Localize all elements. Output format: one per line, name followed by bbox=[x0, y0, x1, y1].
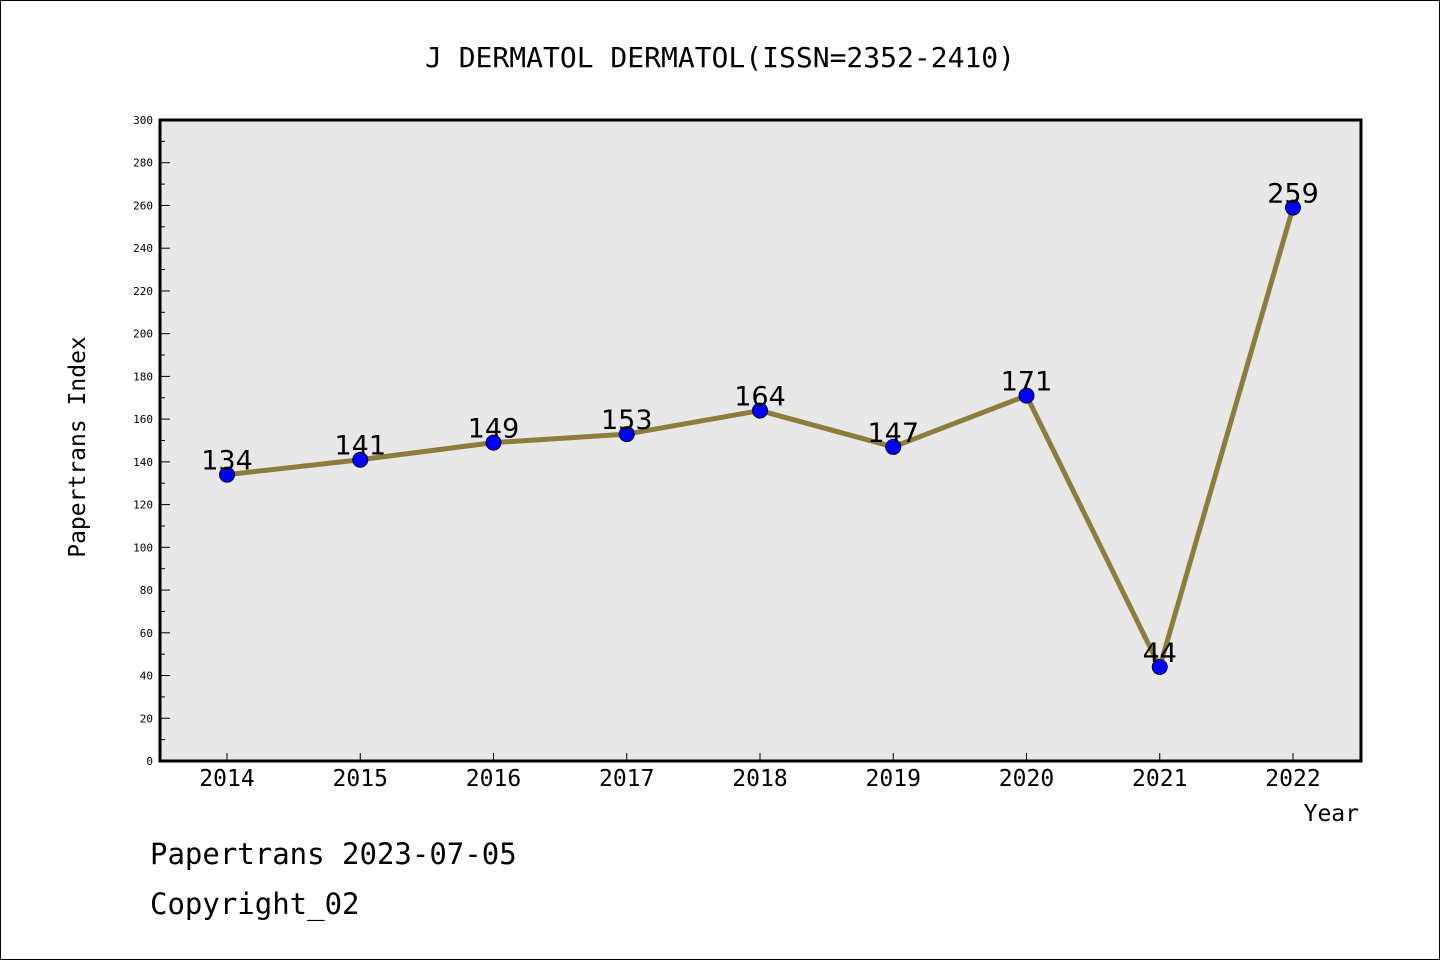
x-tick-label: 2015 bbox=[333, 766, 388, 792]
plot-area bbox=[158, 118, 1363, 763]
y-axis: 0 20 40 60 80 100 120 140 160 180 200 220 240 260 280 3… bbox=[133, 114, 170, 768]
y-axis-label: Papertrans Index bbox=[65, 336, 91, 558]
data-point bbox=[752, 402, 768, 419]
y-tick-label: 180 bbox=[133, 370, 153, 383]
data-label: 141 bbox=[334, 431, 386, 462]
data-label: 259 bbox=[1267, 179, 1319, 210]
y-tick-label: 160 bbox=[133, 413, 153, 426]
data-point bbox=[1151, 658, 1168, 675]
x-axis: 2014 2015 2016 2017 2018 2019 2020 2021 2022 bbox=[199, 753, 1321, 792]
data-label: 153 bbox=[601, 405, 653, 436]
x-tick-label: 2022 bbox=[1265, 766, 1320, 792]
data-point bbox=[219, 466, 235, 483]
y-tick-label: 220 bbox=[133, 285, 153, 298]
y-tick-label: 240 bbox=[133, 242, 153, 255]
y-tick-label: 140 bbox=[133, 456, 153, 469]
y-tick-label: 260 bbox=[133, 199, 153, 212]
data-point bbox=[485, 434, 502, 451]
y-tick-label: 120 bbox=[133, 499, 153, 512]
data-label: 147 bbox=[867, 418, 919, 449]
data-labels: 134 141 149 153 164 147 171 44 259 bbox=[201, 179, 1319, 669]
y-tick-label: 60 bbox=[140, 627, 153, 640]
data-point bbox=[352, 451, 369, 468]
data-point bbox=[1018, 387, 1035, 404]
y-tick-label: 0 bbox=[146, 755, 153, 768]
footer-copyright: Copyright_02 bbox=[150, 887, 360, 922]
x-tick-label: 2020 bbox=[999, 766, 1054, 792]
data-point bbox=[618, 426, 635, 443]
data-points bbox=[219, 199, 1301, 675]
chart-title: J DERMATOL DERMATOL(ISSN=2352-2410) bbox=[425, 41, 1015, 74]
y-tick-label: 300 bbox=[133, 114, 153, 127]
y-tick-label: 280 bbox=[133, 157, 153, 170]
y-tick-label: 200 bbox=[133, 328, 153, 341]
x-tick-label: 2019 bbox=[866, 766, 921, 792]
data-label: 164 bbox=[734, 382, 786, 413]
data-label: 44 bbox=[1143, 638, 1177, 669]
data-label: 171 bbox=[1001, 367, 1053, 398]
data-point bbox=[1285, 199, 1301, 216]
x-tick-label: 2021 bbox=[1132, 766, 1187, 792]
x-axis-label: Year bbox=[1304, 801, 1359, 827]
y-tick-label: 40 bbox=[140, 670, 153, 683]
x-tick-label: 2018 bbox=[732, 766, 787, 792]
data-label: 134 bbox=[201, 446, 253, 477]
y-tick-label: 100 bbox=[133, 541, 153, 554]
data-label: 149 bbox=[468, 414, 520, 445]
x-tick-label: 2016 bbox=[466, 766, 521, 792]
y-tick-label: 20 bbox=[140, 712, 153, 725]
x-tick-label: 2014 bbox=[199, 766, 254, 792]
x-tick-label: 2017 bbox=[599, 766, 654, 792]
y-tick-label: 80 bbox=[140, 584, 153, 597]
footer-source: Papertrans 2023-07-05 bbox=[150, 837, 517, 871]
data-point bbox=[885, 438, 902, 455]
